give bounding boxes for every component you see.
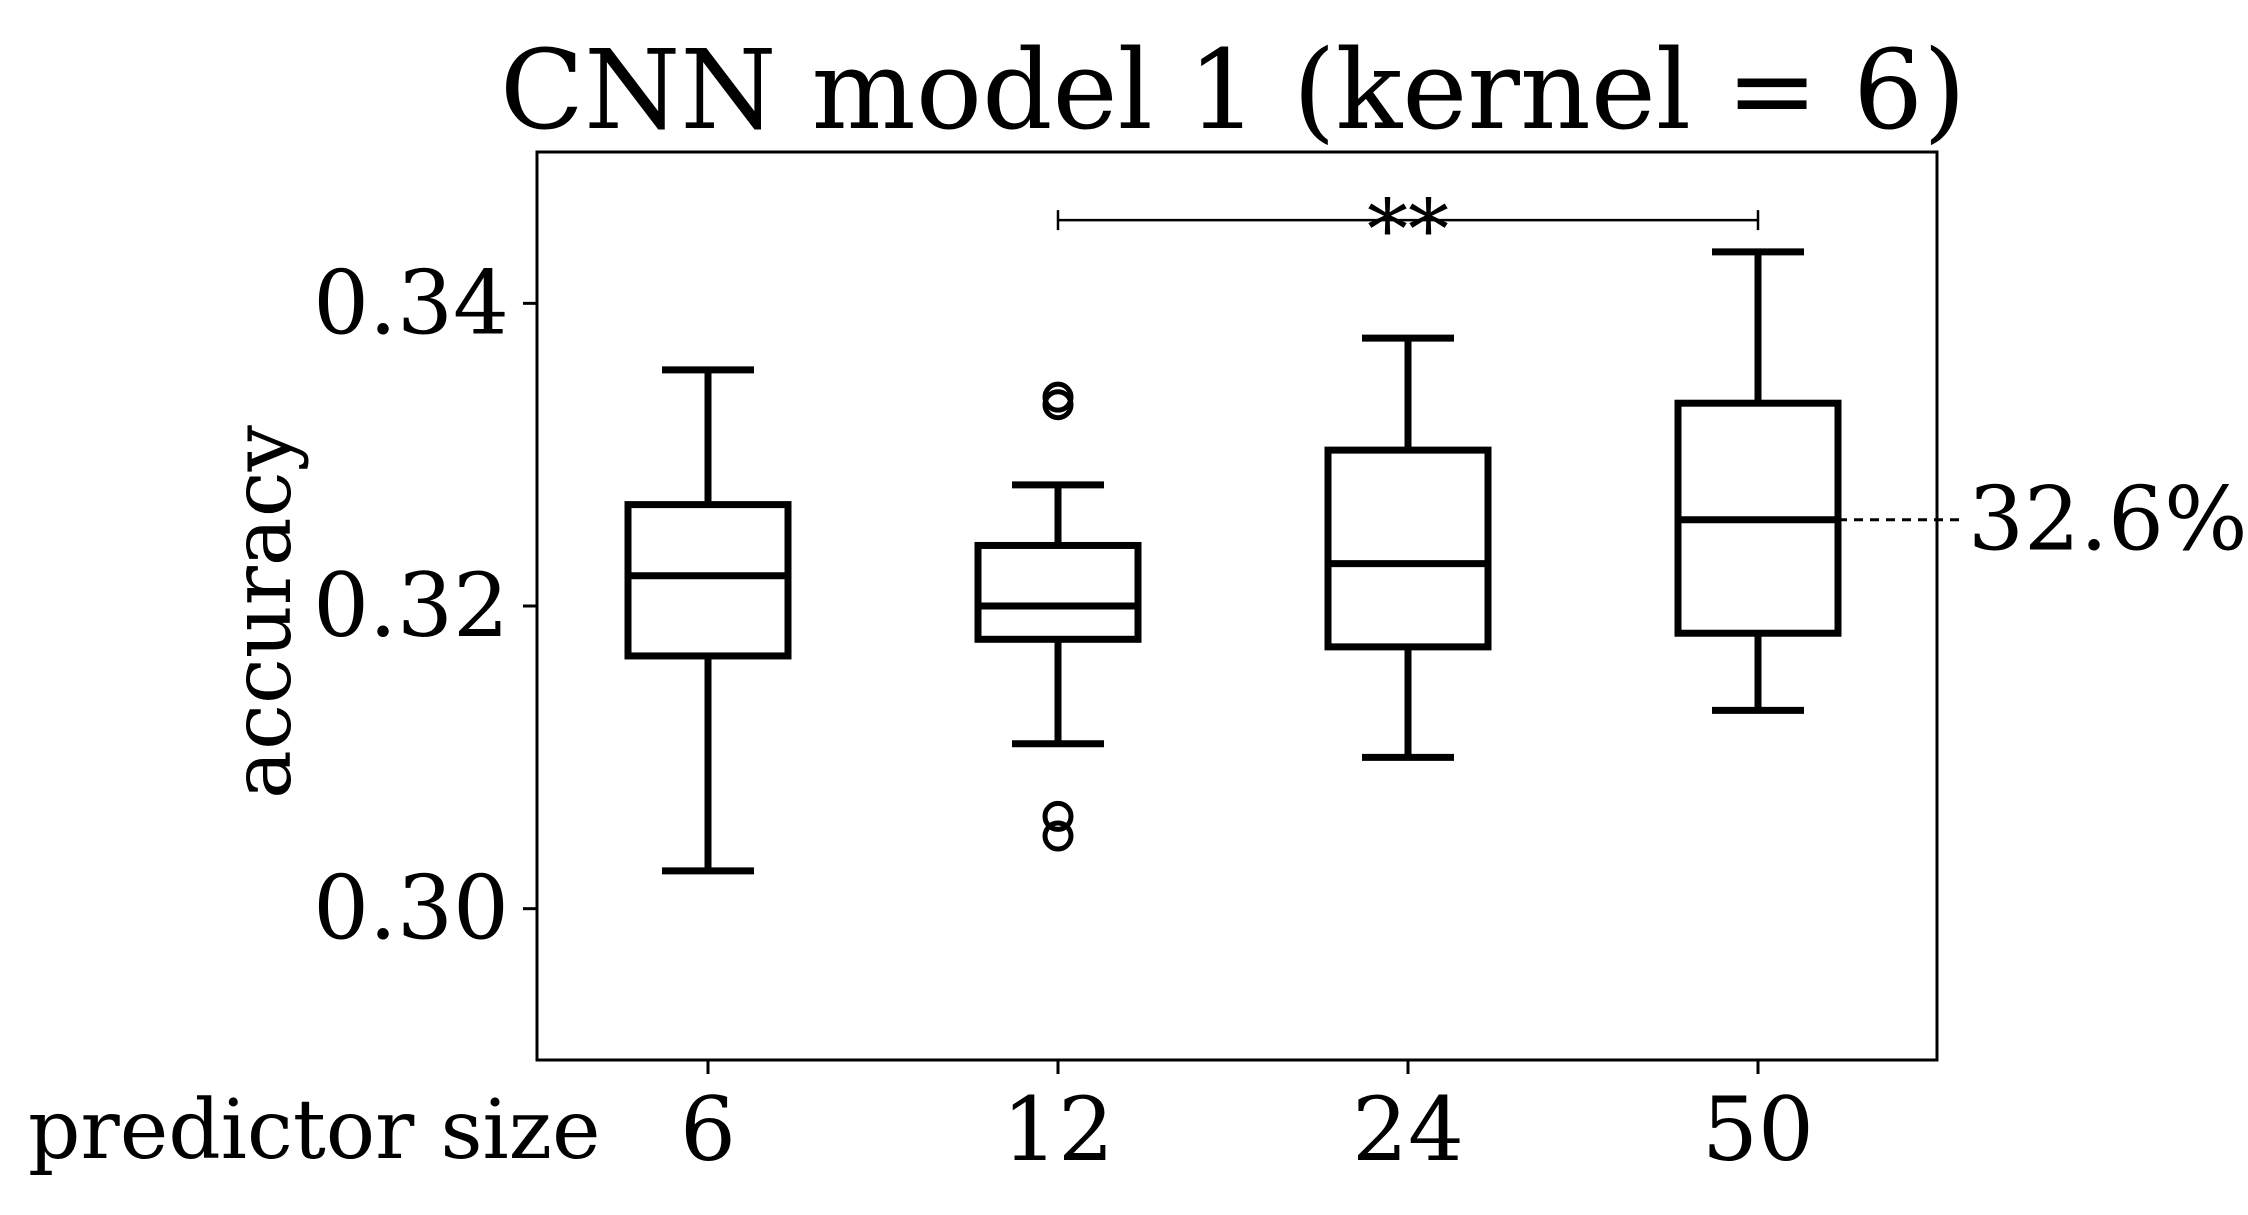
y-tick-label: 0.30 bbox=[313, 857, 509, 960]
x-tick-label: 24 bbox=[1352, 1078, 1464, 1181]
outlier-point bbox=[1042, 389, 1074, 421]
x-axis-label: predictor size bbox=[28, 1083, 600, 1178]
annotation-label: 32.6% bbox=[1968, 468, 2248, 571]
y-tick-label: 0.32 bbox=[313, 554, 509, 657]
outlier-point bbox=[1042, 800, 1074, 832]
plot-frame bbox=[535, 150, 1939, 1062]
significance-label: ** bbox=[1367, 183, 1449, 278]
outlier-point bbox=[1042, 820, 1074, 852]
x-tick-label: 12 bbox=[1002, 1078, 1114, 1181]
plot-area: 0.30 0.32 0.34 6 12 24 50 ** 32.6% bbox=[313, 150, 2248, 1181]
y-axis-label: accuracy bbox=[215, 424, 310, 799]
y-tick-label: 0.34 bbox=[313, 251, 509, 354]
x-tick-label: 6 bbox=[680, 1078, 736, 1181]
box-iqr bbox=[974, 541, 1142, 643]
box-iqr bbox=[624, 501, 792, 660]
box-iqr bbox=[1324, 446, 1492, 651]
chart-title: CNN model 1 (kernel = 6) bbox=[500, 26, 1966, 154]
x-tick-label: 50 bbox=[1702, 1078, 1814, 1181]
